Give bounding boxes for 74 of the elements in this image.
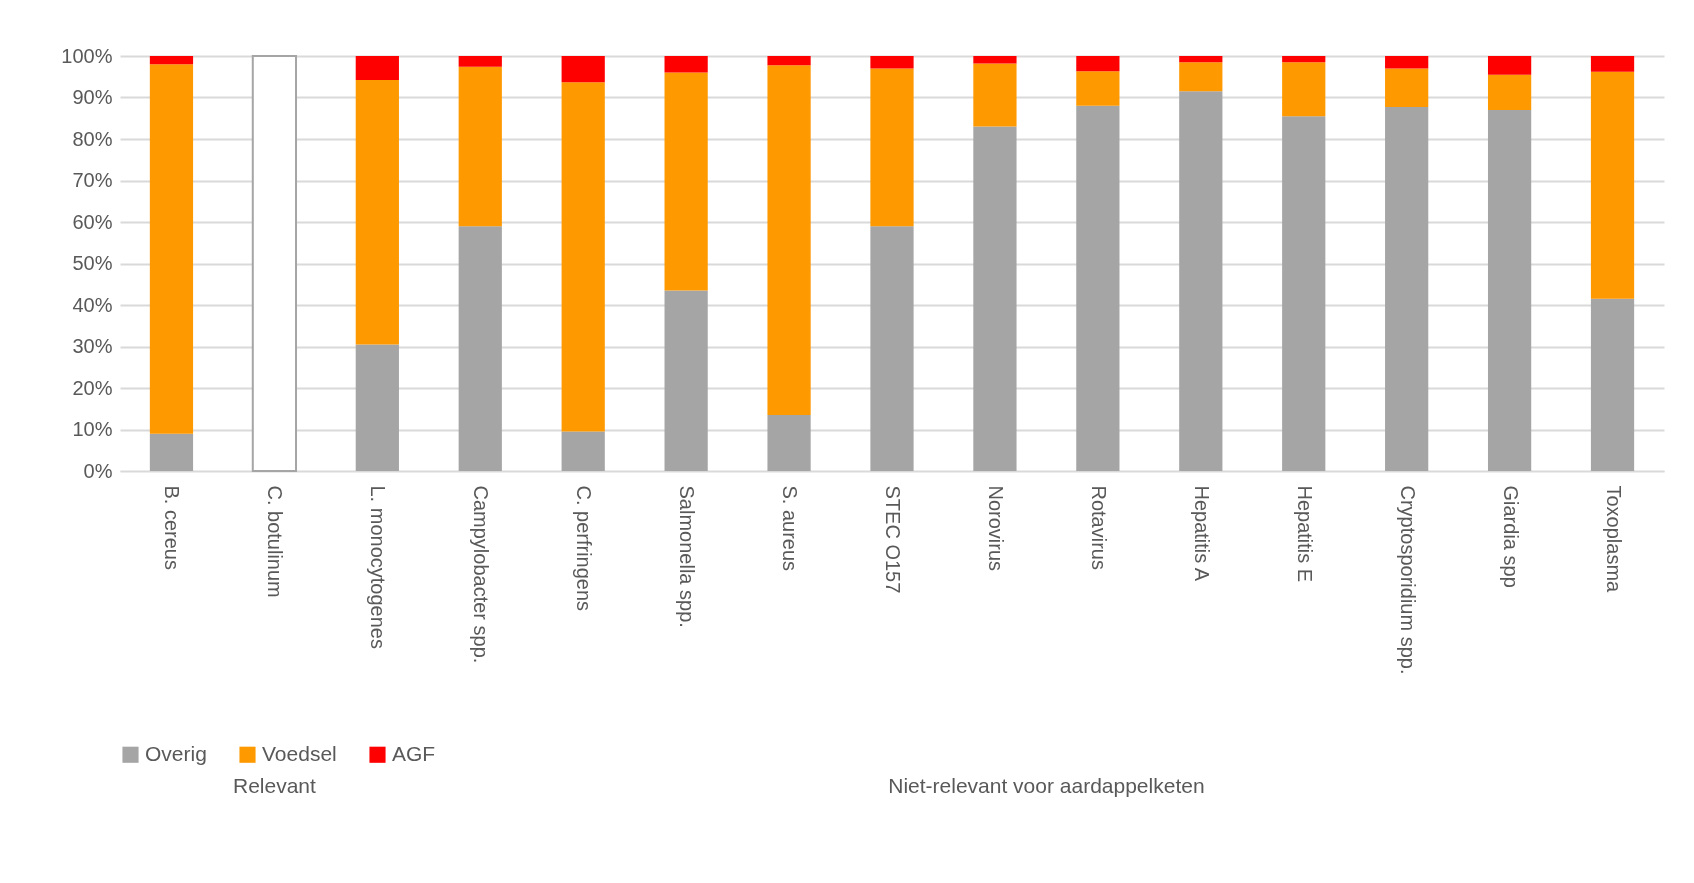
bar (1487, 74, 1532, 110)
bar (1282, 116, 1326, 471)
bar (355, 56, 399, 81)
bar (355, 80, 399, 345)
x-tick-label: C. perfringens (573, 485, 596, 612)
x-tick-label: Norovirus (984, 485, 1007, 572)
x-tick-label: Hepatitis E (1293, 485, 1316, 583)
bar (458, 66, 502, 227)
text: Niet-relevant voor aardappelketen (888, 774, 1205, 797)
y-tick-label: 90% (72, 86, 113, 108)
bar (1590, 56, 1635, 72)
y-tick-label: 40% (72, 293, 113, 316)
bar (1385, 56, 1429, 69)
bar (973, 63, 1017, 127)
bar (1385, 68, 1429, 108)
bar (1076, 105, 1120, 471)
y-tick-label: 100% (61, 44, 113, 67)
x-tick-label: Cryptosporidium spp. (1396, 485, 1419, 675)
bar (1590, 298, 1635, 471)
y-tick-label: 0% (83, 459, 113, 482)
x-tick-label: Salmonella spp. (676, 485, 699, 628)
x-tick-label: S. aureus (779, 485, 802, 572)
bar (1179, 62, 1223, 92)
bar (664, 56, 708, 73)
bar (458, 226, 502, 471)
bar (870, 226, 914, 471)
x-tick-label: Toxoplasma (1602, 485, 1625, 594)
bar (870, 68, 914, 227)
bar (1487, 109, 1532, 471)
y-tick-label: 10% (72, 418, 113, 440)
bar (664, 290, 708, 471)
bar (870, 56, 914, 69)
bar (149, 64, 194, 434)
y-tick-label: 60% (72, 210, 113, 233)
bar (1282, 56, 1326, 63)
y-tick-label: 50% (72, 252, 113, 274)
bar (355, 344, 399, 471)
bar (561, 56, 605, 83)
bar (561, 82, 605, 432)
bar (1385, 107, 1429, 471)
x-tick-label: Hepatitis A (1190, 485, 1213, 582)
bar (1590, 71, 1635, 299)
y-tick-label: 20% (72, 376, 113, 399)
y-tick-label: 30% (72, 335, 113, 357)
legend-label: AGF (392, 741, 436, 765)
bar (1179, 91, 1223, 471)
legend-label: Voedsel (262, 741, 337, 765)
bar (458, 56, 502, 67)
bar (973, 126, 1017, 471)
x-tick-label: Giardia spp (1499, 485, 1522, 588)
x-tick-label: L. monocytogenes (367, 485, 390, 649)
bar (149, 56, 194, 65)
bar (1282, 62, 1326, 117)
bar (767, 65, 811, 415)
x-tick-label: B. cereus (161, 485, 184, 570)
bar (1076, 56, 1120, 72)
bar (251, 55, 298, 472)
bar (561, 431, 605, 471)
bar (973, 56, 1017, 64)
y-tick-label: 80% (72, 127, 113, 150)
bar (1076, 71, 1120, 106)
x-tick-label: Campylobacter spp. (470, 485, 493, 664)
x-tick-label: STEC O157 (882, 485, 904, 594)
legend-label: Overig (145, 741, 207, 765)
x-tick-label: Rotavirus (1087, 485, 1110, 570)
bar (1179, 56, 1223, 63)
y-tick-label: 70% (72, 169, 113, 191)
text: Relevant (232, 774, 316, 797)
bar (767, 414, 811, 471)
bar (767, 56, 811, 66)
bar (664, 72, 708, 291)
x-tick-label: C. botulinum (264, 485, 287, 598)
bar (149, 433, 194, 471)
bar (1487, 56, 1532, 75)
